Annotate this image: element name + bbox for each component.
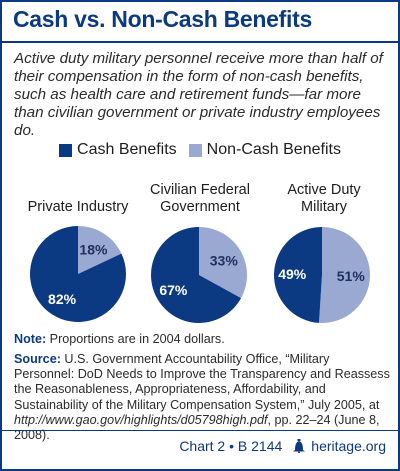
pie-label-line: Active Duty [287, 182, 361, 198]
chart-number: Chart 2 • B 2144 [179, 438, 283, 454]
pie-label-civilian-federal: Civilian Federal Government [135, 182, 265, 216]
pie-label-line: Military [301, 199, 347, 215]
note-label: Note: [14, 332, 47, 346]
title-divider [2, 41, 398, 43]
source-url[interactable]: http://www.gao.gov/highlights/d05798high… [14, 412, 268, 427]
pie-slice-cash [151, 227, 242, 323]
footer-divider [2, 430, 398, 431]
legend-label-cash: Cash Benefits [77, 141, 177, 158]
legend-label-non-cash: Non-Cash Benefits [206, 141, 341, 158]
legend-swatch-cash [59, 143, 73, 157]
pie-slice-non-cash [78, 226, 122, 274]
legend-item-cash: Cash Benefits [59, 141, 177, 159]
pie-label-line: Private Industry [27, 199, 129, 215]
source-text: U.S. Government Accountability Office, “… [14, 352, 390, 412]
legend: Cash Benefits Non-Cash Benefits [2, 141, 398, 159]
pie-label-line: Government [160, 199, 240, 215]
chart-source: Source: U.S. Government Accountability O… [14, 352, 392, 443]
pie-slice-cash [30, 226, 127, 322]
pie-data-label-cash: 82% [48, 291, 77, 307]
pie-data-label-non-cash: 18% [79, 242, 108, 258]
note-text: Proportions are in 2004 dollars. [46, 332, 225, 346]
site-link[interactable]: heritage.org [311, 438, 386, 454]
pie-slice-cash [273, 227, 322, 323]
chart-note: Note: Proportions are in 2004 dollars. [14, 332, 390, 346]
pie-data-label-non-cash: 51% [337, 268, 366, 284]
pie-label-line: Civilian Federal [150, 182, 250, 198]
pie-slice-non-cash [318, 227, 370, 323]
footer: Chart 2 • B 2144 heritage.org [179, 438, 386, 454]
pie-data-label-non-cash: 33% [210, 252, 239, 268]
pie-label-private-industry: Private Industry [13, 199, 143, 216]
source-tail: , pp. 22–24 (June 8, 2008). [14, 412, 380, 443]
pie-data-label-cash: 49% [278, 266, 307, 282]
liberty-bell-icon [293, 439, 306, 453]
legend-item-non-cash: Non-Cash Benefits [188, 141, 341, 159]
chart-subtitle: Active duty military personnel receive m… [14, 50, 383, 139]
legend-swatch-non-cash [188, 143, 202, 157]
source-label: Source: [14, 352, 61, 366]
pie-data-label-cash: 67% [159, 282, 188, 298]
pie-label-active-duty: Active Duty Military [259, 182, 389, 216]
chart-title: Cash vs. Non-Cash Benefits [13, 6, 312, 32]
pie-slice-non-cash [199, 227, 248, 299]
